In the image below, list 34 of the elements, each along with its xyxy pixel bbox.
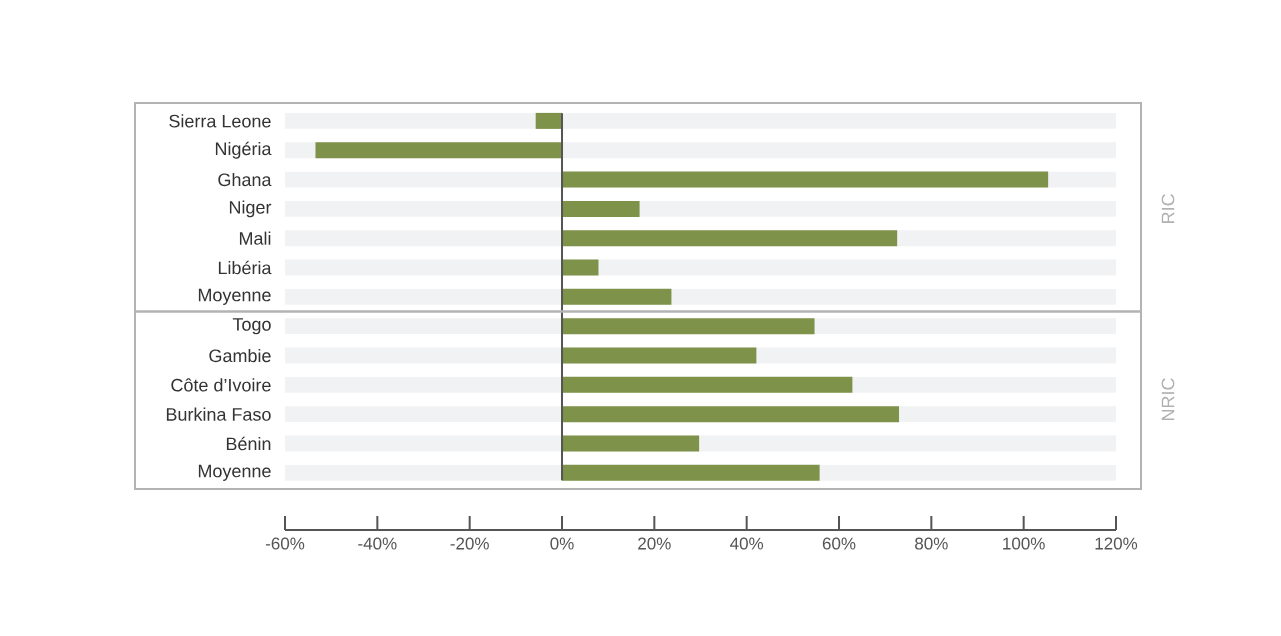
y-tick-label: Niger xyxy=(229,200,272,218)
text: RIC xyxy=(1161,194,1175,223)
y-tick-label: Côte d’Ivoire xyxy=(171,378,271,392)
x-tick-label: 40% xyxy=(730,537,764,550)
y-tick-label: Sierra Leone xyxy=(169,114,271,128)
x-tick-label: 100% xyxy=(1003,537,1045,550)
bar xyxy=(562,288,672,305)
y-tick-label: Libéria xyxy=(218,260,272,275)
bar xyxy=(562,347,757,364)
text: NRIC xyxy=(1161,378,1175,421)
x-tick-label: 80% xyxy=(915,537,948,550)
y-tick-label: Moyenne xyxy=(198,464,271,481)
x-tick-label: -20% xyxy=(450,537,489,550)
y-tick-label: Moyenne xyxy=(198,288,271,305)
x-tick-label: -40% xyxy=(358,537,397,550)
y-tick-label: Mali xyxy=(239,231,271,245)
x-tick-label: 0% xyxy=(550,537,574,550)
bar xyxy=(535,112,563,129)
x-tick-label: 120% xyxy=(1095,537,1138,550)
bar xyxy=(562,435,700,452)
y-tick-label: Gambie xyxy=(209,348,271,363)
y-tick-label: Ghana xyxy=(218,172,272,187)
bar xyxy=(562,464,820,481)
bar xyxy=(562,318,815,335)
y-tick-label: Togo xyxy=(232,318,271,335)
bar xyxy=(562,259,599,276)
y-tick-label: Burkina Faso xyxy=(166,407,271,421)
y-tick-label: Bénin xyxy=(226,436,271,451)
x-tick-label: -60% xyxy=(265,537,305,550)
bar xyxy=(562,200,640,217)
x-tick-label: 60% xyxy=(822,537,856,550)
y-tick-label: Nigéria xyxy=(215,141,272,159)
bar xyxy=(315,142,563,159)
x-tick-label: 20% xyxy=(638,537,671,550)
